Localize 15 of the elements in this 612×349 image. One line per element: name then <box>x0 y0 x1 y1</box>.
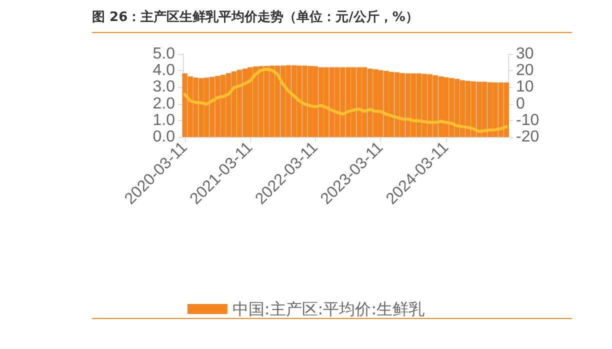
legend-label: 中国:主产区:平均价:生鲜乳 <box>232 300 425 318</box>
y-tick-label: 2.0 <box>152 95 176 112</box>
y-tick-label: 0.0 <box>152 128 176 146</box>
y-tick-label: 5.0 <box>152 46 176 62</box>
y2-tick-label: 10 <box>516 78 534 96</box>
y2-tick-label: 20 <box>516 62 534 80</box>
line-series <box>183 68 508 133</box>
y-tick-label: 3.0 <box>152 78 176 96</box>
y2-tick-label: -10 <box>516 112 540 129</box>
y2-tick-label: 30 <box>516 46 534 62</box>
y2-tick-label: 0 <box>516 95 525 112</box>
y-tick-label: 4.0 <box>152 62 176 80</box>
y2-tick-label: -20 <box>516 128 540 146</box>
y-tick-label: 1.0 <box>152 112 176 129</box>
chart-title: 图 26：主产区生鲜乳平均价走势（单位：元/公斤，%） <box>92 8 572 33</box>
